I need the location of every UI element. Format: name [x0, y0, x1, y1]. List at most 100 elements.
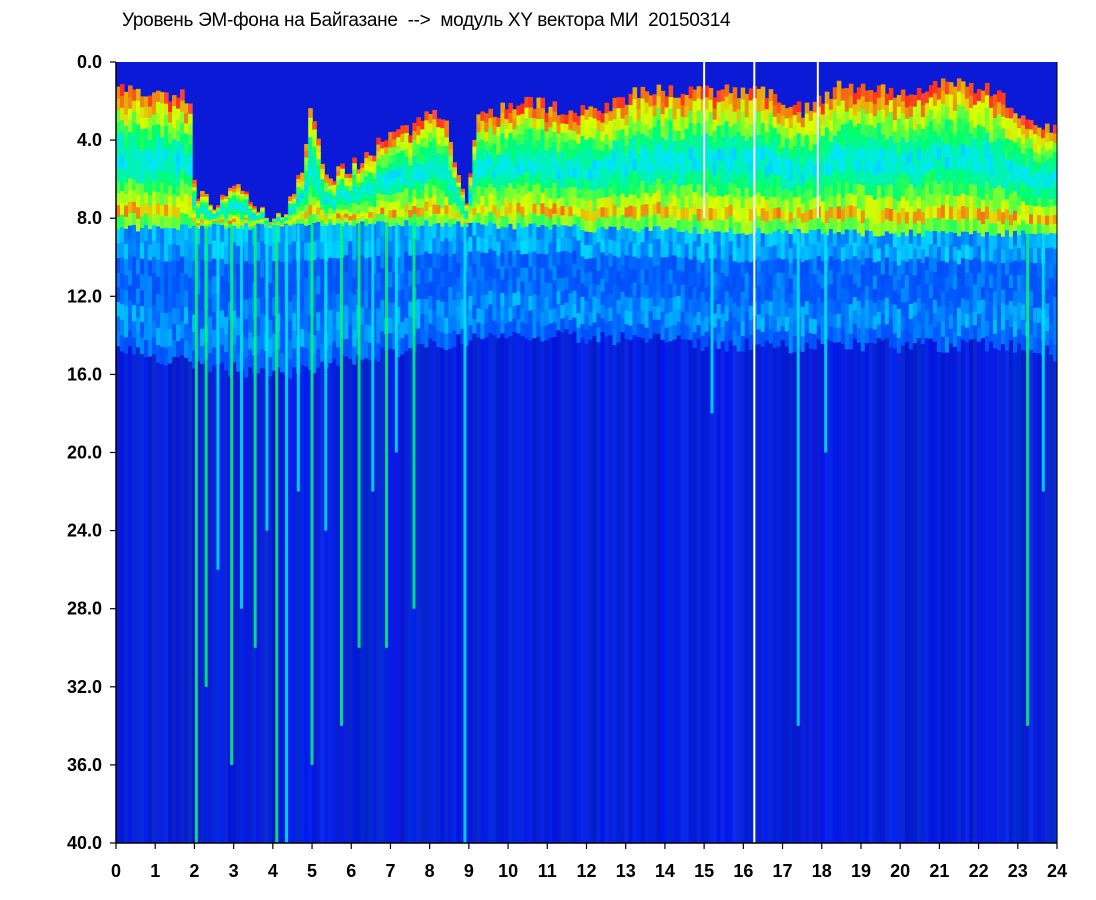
heatmap-cell — [124, 243, 129, 260]
heatmap-cell — [584, 259, 590, 274]
heatmap-cell — [508, 251, 514, 266]
heatmap-cell — [620, 140, 626, 152]
heatmap-cell — [504, 240, 510, 256]
heatmap-cell — [268, 227, 273, 247]
heatmap-cell — [380, 268, 385, 285]
heatmap-cell — [212, 294, 217, 313]
heatmap-cell — [916, 148, 922, 161]
heatmap-cell — [856, 246, 862, 261]
heatmap-cell — [888, 221, 894, 234]
heatmap-cell — [328, 208, 333, 213]
heatmap-cell — [792, 115, 798, 126]
heatmap-cell — [552, 162, 558, 174]
heatmap-cell — [548, 242, 554, 257]
heatmap-cell — [996, 349, 1002, 843]
heatmap-cell — [540, 238, 546, 255]
heatmap-cell — [516, 222, 522, 237]
heatmap-cell — [248, 213, 253, 217]
heatmap-cell — [824, 127, 830, 141]
heatmap-cell — [768, 315, 774, 330]
heatmap-cell — [580, 198, 586, 210]
heatmap-cell — [524, 225, 530, 241]
heatmap-cell — [604, 322, 610, 337]
heatmap-cell — [796, 175, 802, 187]
heatmap-cell — [636, 109, 642, 121]
heatmap-cell — [540, 282, 546, 298]
heatmap-cell — [972, 116, 978, 129]
heatmap-cell — [456, 190, 461, 195]
heatmap-cell — [376, 179, 381, 187]
heatmap-cell — [136, 171, 141, 185]
heatmap-cell — [336, 258, 341, 277]
heatmap-cell — [644, 136, 650, 149]
heatmap-cell — [668, 85, 674, 98]
heatmap-cell — [648, 270, 654, 285]
heatmap-cell — [208, 352, 213, 372]
heatmap-cell — [928, 324, 934, 339]
heatmap-cell — [420, 120, 425, 131]
heatmap-cell — [876, 311, 882, 326]
heatmap-cell — [492, 196, 497, 206]
heatmap-cell — [140, 353, 145, 843]
heatmap-cell — [668, 269, 674, 285]
heatmap-cell — [948, 273, 954, 288]
heatmap-cell — [904, 200, 910, 213]
heatmap-cell — [664, 242, 670, 258]
heatmap-cell — [428, 337, 433, 843]
heatmap-cell — [476, 322, 481, 338]
heatmap-cell — [260, 206, 265, 209]
heatmap-cell — [360, 272, 365, 291]
heatmap-cell — [568, 168, 574, 179]
heatmap-cell — [244, 196, 249, 200]
heatmap-cell — [508, 143, 514, 154]
heatmap-cell — [208, 262, 213, 281]
heatmap-cell — [320, 259, 325, 277]
heatmap-cell — [860, 197, 866, 212]
heatmap-cell — [244, 319, 249, 339]
heatmap-cell — [760, 171, 766, 185]
heatmap-cell — [828, 98, 834, 111]
heatmap-cell — [572, 317, 578, 332]
heatmap-cell — [660, 160, 666, 173]
heatmap-cell — [740, 184, 746, 197]
heatmap-cell — [988, 287, 994, 302]
heatmap-cell — [312, 121, 317, 131]
heatmap-cell — [532, 337, 538, 843]
heatmap-cell — [412, 164, 417, 174]
heatmap-cell — [176, 277, 181, 294]
heatmap-cell — [840, 343, 846, 843]
heatmap-cell — [684, 173, 690, 186]
heatmap-cell — [596, 179, 602, 190]
heatmap-cell — [176, 261, 181, 278]
heatmap-cell — [144, 107, 149, 119]
heatmap-cell — [744, 286, 750, 300]
heatmap-cell — [936, 111, 942, 125]
heatmap-cell — [332, 206, 337, 211]
heatmap-cell — [416, 135, 421, 145]
heatmap-column — [836, 80, 842, 843]
heatmap-cell — [652, 94, 658, 106]
heatmap-cell — [412, 122, 417, 132]
heatmap-cell — [844, 170, 850, 183]
heatmap-cell — [164, 137, 169, 150]
heatmap-cell — [560, 264, 566, 279]
heatmap-cell — [1008, 326, 1014, 341]
heatmap-cell — [568, 120, 574, 131]
heatmap-cell — [980, 261, 986, 275]
heatmap-cell — [564, 142, 570, 153]
heatmap-cell — [600, 291, 606, 306]
heatmap-cell — [748, 160, 754, 174]
heatmap-cell — [652, 105, 658, 117]
heatmap-cell — [212, 219, 217, 222]
heatmap-cell — [884, 284, 890, 299]
heatmap-cell — [756, 135, 762, 148]
heatmap-cell — [784, 209, 790, 221]
heatmap-cell — [888, 148, 894, 162]
heatmap-cell — [512, 198, 518, 210]
heatmap-cell — [524, 309, 530, 325]
heatmap-cell — [156, 124, 161, 137]
heatmap-cell — [920, 152, 926, 166]
heatmap-cell — [892, 131, 898, 144]
heatmap-cell — [432, 128, 437, 139]
heatmap-cell — [704, 228, 710, 244]
